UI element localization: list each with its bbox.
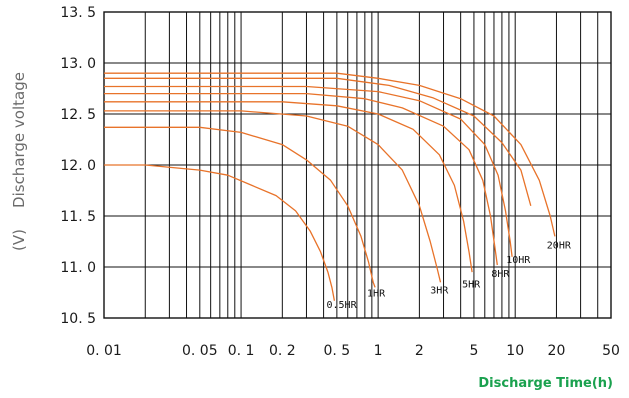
- y-axis-label: Discharge voltage: [10, 72, 28, 208]
- curve-label: 0.5HR: [326, 300, 357, 311]
- discharge-curve: [104, 85, 513, 257]
- x-tick-label: 0. 05: [182, 343, 218, 359]
- curve-label: 1HR: [367, 289, 386, 300]
- x-tick-label: 0. 1: [228, 343, 255, 359]
- discharge-curve: [104, 101, 473, 273]
- y-tick-label: 13. 0: [60, 56, 96, 72]
- x-tick-label: 20: [548, 343, 566, 359]
- x-tick-label: 1: [374, 343, 383, 359]
- y-tick-label: 12. 5: [60, 107, 96, 123]
- y-axis-unit: (V): [10, 229, 28, 251]
- y-tick-label: 11. 5: [60, 209, 96, 225]
- discharge-curve: [104, 126, 376, 288]
- x-tick-label: 0. 01: [86, 343, 122, 359]
- x-tick-labels: 0. 01 0. 05 0. 1 0. 2 0. 5 1 2 5 10 20 50: [86, 343, 620, 359]
- curve-label: 5HR: [462, 279, 481, 290]
- x-tick-label: 50: [602, 343, 620, 359]
- discharge-curve: [104, 77, 532, 206]
- y-tick-label: 10. 5: [60, 311, 96, 327]
- x-tick-label: 0. 5: [324, 343, 351, 359]
- discharge-curve: [104, 164, 336, 301]
- grid-lines: [104, 12, 611, 318]
- y-tick-labels: 10. 5 11. 0 11. 5 12. 0 12. 5 13. 0 13. 5: [60, 5, 96, 327]
- discharge-curves: [104, 72, 556, 301]
- curve-label: 20HR: [547, 241, 572, 252]
- y-tick-label: 12. 0: [60, 158, 96, 174]
- curve-label: 10HR: [506, 255, 531, 266]
- curve-label: 3HR: [430, 286, 449, 297]
- discharge-curve: [104, 110, 442, 283]
- curve-label: 8HR: [491, 269, 510, 280]
- x-tick-label: 2: [415, 343, 424, 359]
- x-tick-label: 0. 2: [269, 343, 296, 359]
- x-axis-label: Discharge Time(h): [478, 376, 613, 391]
- curve-labels: 0.5HR 1HR 3HR 5HR 8HR 10HR 20HR: [326, 241, 571, 311]
- x-tick-label: 10: [506, 343, 524, 359]
- discharge-curve: [104, 72, 556, 237]
- discharge-curve: [104, 92, 498, 266]
- y-tick-label: 13. 5: [60, 5, 96, 21]
- y-tick-label: 11. 0: [60, 260, 96, 276]
- x-tick-label: 5: [469, 343, 478, 359]
